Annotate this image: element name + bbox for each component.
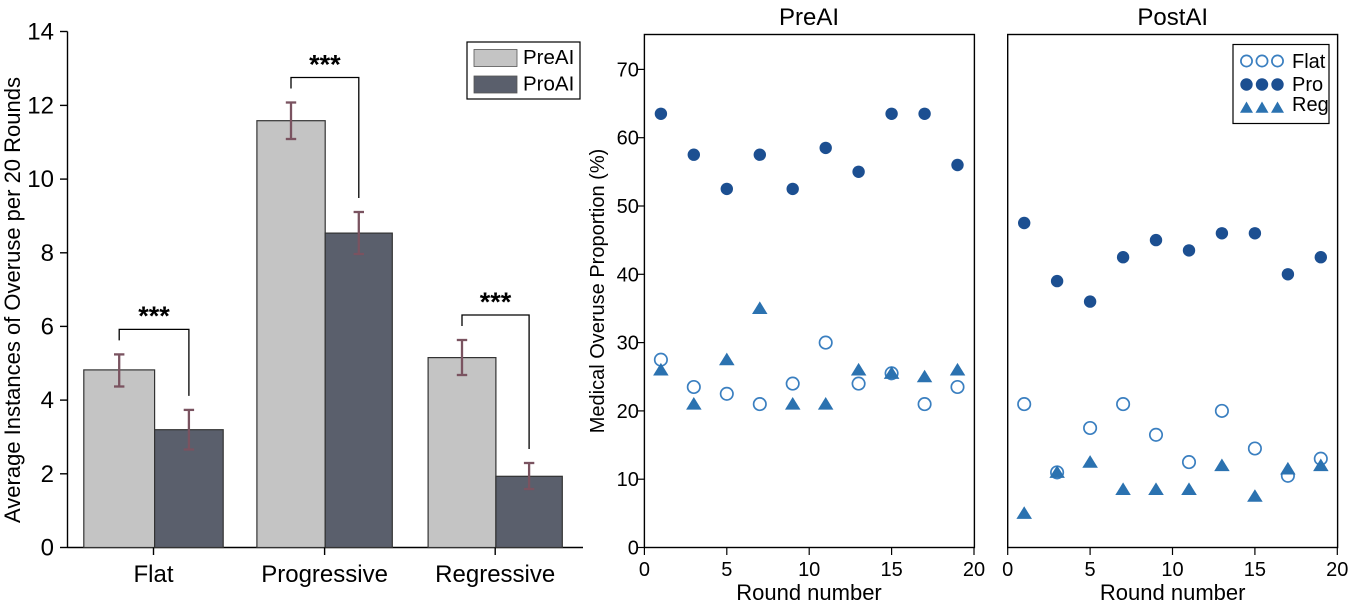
svg-text:***: ***	[480, 287, 512, 317]
svg-text:60: 60	[617, 128, 639, 150]
svg-text:0: 0	[628, 538, 639, 560]
svg-text:Flat: Flat	[1292, 51, 1326, 73]
svg-text:Flat: Flat	[133, 561, 173, 588]
svg-text:***: ***	[309, 50, 341, 80]
svg-text:Regressive: Regressive	[435, 561, 555, 588]
svg-text:2: 2	[41, 461, 54, 488]
svg-text:PostAI: PostAI	[1137, 4, 1208, 31]
svg-text:6: 6	[41, 313, 54, 340]
svg-text:20: 20	[1326, 559, 1348, 581]
svg-text:14: 14	[27, 19, 54, 46]
svg-text:5: 5	[721, 559, 732, 581]
svg-text:Round number: Round number	[1100, 580, 1246, 603]
svg-text:12: 12	[27, 92, 54, 119]
svg-text:20: 20	[963, 559, 985, 581]
svg-text:0: 0	[639, 559, 650, 581]
svg-text:Pro: Pro	[1292, 74, 1323, 96]
svg-text:Progressive: Progressive	[261, 561, 388, 588]
svg-text:PreAI: PreAI	[523, 46, 574, 69]
svg-text:Average Instances of Overuse p: Average Instances of Overuse per 20 Roun…	[0, 77, 25, 523]
svg-text:Round number: Round number	[736, 580, 882, 603]
svg-text:10: 10	[798, 559, 820, 581]
svg-text:15: 15	[1244, 559, 1266, 581]
svg-text:70: 70	[617, 59, 639, 81]
svg-text:Medical Overuse Proportion (%): Medical Overuse Proportion (%)	[587, 149, 609, 434]
svg-text:Reg: Reg	[1292, 94, 1329, 116]
svg-text:5: 5	[1085, 559, 1096, 581]
svg-text:40: 40	[617, 264, 639, 286]
svg-text:20: 20	[617, 401, 639, 423]
svg-text:8: 8	[41, 240, 54, 267]
svg-text:***: ***	[138, 301, 170, 331]
svg-text:30: 30	[617, 333, 639, 355]
svg-text:10: 10	[1161, 559, 1183, 581]
svg-text:PreAI: PreAI	[779, 4, 839, 31]
svg-text:4: 4	[41, 387, 54, 414]
svg-text:15: 15	[880, 559, 902, 581]
svg-text:0: 0	[1002, 559, 1013, 581]
svg-text:10: 10	[27, 166, 54, 193]
svg-text:0: 0	[41, 535, 54, 562]
svg-text:50: 50	[617, 196, 639, 218]
svg-text:10: 10	[617, 469, 639, 491]
svg-text:ProAI: ProAI	[523, 73, 574, 96]
